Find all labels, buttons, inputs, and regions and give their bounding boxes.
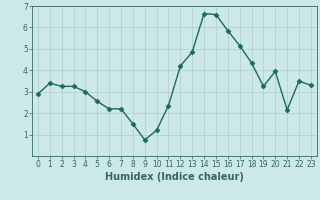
X-axis label: Humidex (Indice chaleur): Humidex (Indice chaleur): [105, 172, 244, 182]
